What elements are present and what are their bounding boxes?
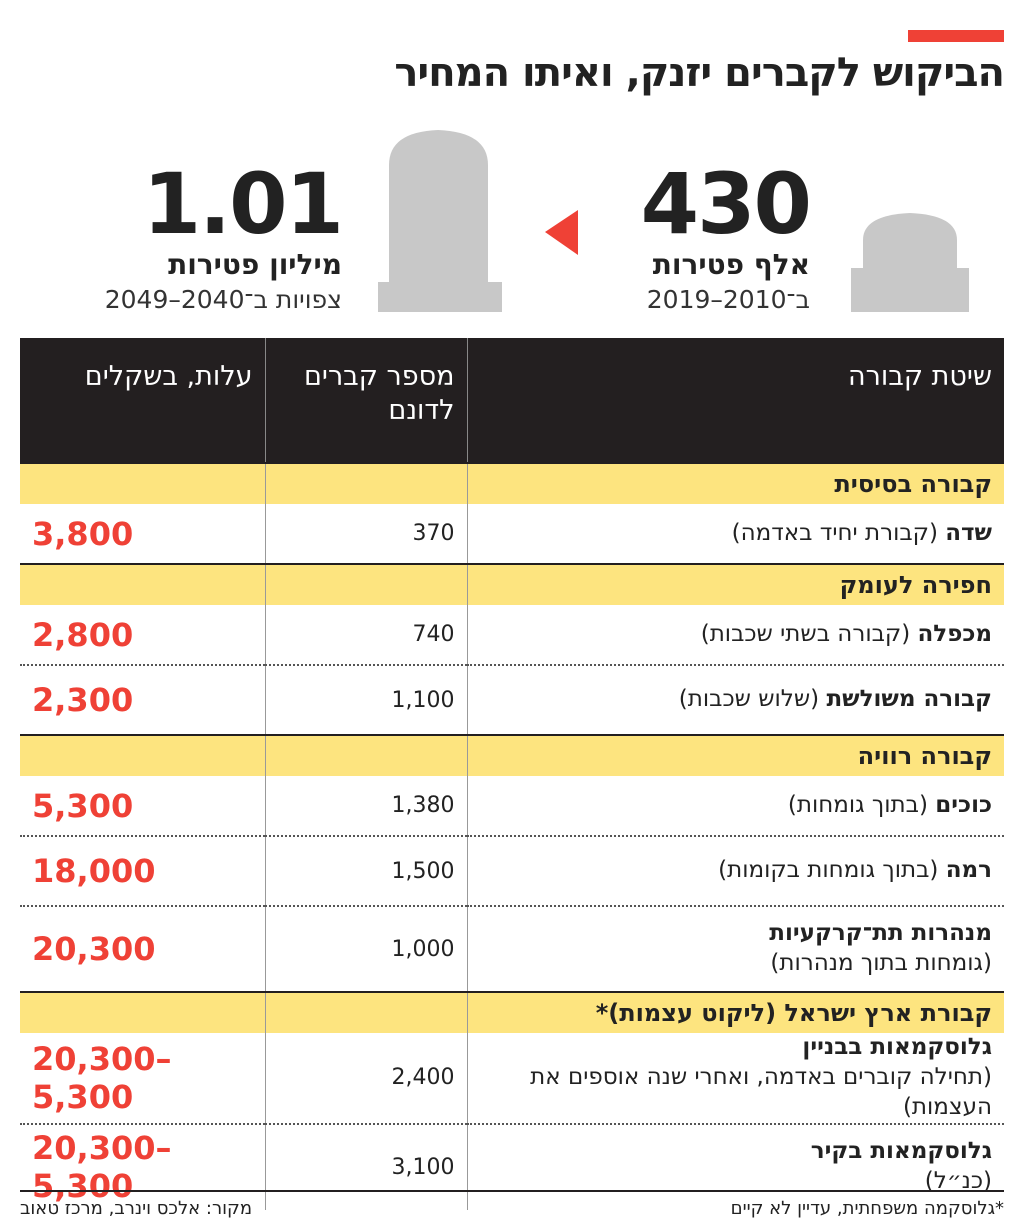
group-row: קבורה בסיסית xyxy=(20,462,1004,504)
cost-cell: 5,300 xyxy=(32,786,134,825)
data-row: מנהרות תת־קרקעיות (גומחות בתוך מנהרות) 1,0… xyxy=(20,905,1004,992)
method-cell: רמה (בתוך גומחות בקומות) xyxy=(466,835,1004,906)
method-detail: (קבורה בשתי שכבות) xyxy=(700,620,911,647)
cost-cell: 3,800 xyxy=(32,514,134,553)
cell xyxy=(264,563,467,605)
method-detail: (שלוש שכבות) xyxy=(678,686,820,713)
arrow xyxy=(545,210,578,255)
method-detail: (קבורת יחיד באדמה) xyxy=(731,519,938,546)
burial-table: שיטת קבורה מספר קברים לדונם עלות, בשקלים ק… xyxy=(20,338,1004,1210)
method-name: כוכים xyxy=(935,791,992,818)
big-tombstone xyxy=(389,130,488,282)
method-detail: (גומחות בתוך מנהרות) xyxy=(770,950,992,976)
stat-label: אלף פטירות xyxy=(652,248,810,281)
graves-cell: 1,500 xyxy=(264,835,467,906)
graves-cell: 1,380 xyxy=(264,776,467,836)
cell xyxy=(264,734,467,776)
column-header: מספר קברים לדונם xyxy=(264,338,467,463)
method-name: גלוסקמאות בקיר xyxy=(810,1138,992,1165)
graves-cell: 1,100 xyxy=(264,664,467,735)
stat-number: 430 xyxy=(640,155,812,253)
cell xyxy=(20,563,265,605)
cost-cell: 18,000 xyxy=(20,835,265,906)
data-row: קבורה משולשת (שלוש שכבות) 1,100 2,300 xyxy=(20,664,1004,735)
group-title: קבורת ארץ ישראל (ליקוט עצמות)* xyxy=(466,991,1004,1033)
illustration xyxy=(378,130,969,312)
cell xyxy=(264,991,467,1033)
stat-label: מיליון פטירות xyxy=(168,248,342,281)
cost-cell: 2,300 xyxy=(20,664,265,735)
stat-period: צפויות ב־2040–2049 xyxy=(104,285,342,314)
method-name: מנהרות תת־קרקעיות xyxy=(769,920,992,947)
method-cell: כוכים (בתוך גומחות) xyxy=(466,776,1004,836)
data-row: שדה (קבורת יחיד באדמה) 370 3,800 xyxy=(20,504,1004,564)
group-row: קבורה רוויה xyxy=(20,734,1004,776)
graves-cell: 1,000 xyxy=(264,905,467,992)
stat-number: 1.01 xyxy=(142,155,344,253)
column-header: שיטת קבורה xyxy=(466,338,1004,463)
group-row: חפירה לעומק xyxy=(20,563,1004,605)
source: מקור: אלכס וינרב, מרכז טאוב xyxy=(20,1198,253,1219)
graves-cell: 3,100 xyxy=(264,1122,467,1210)
method-cell: מנהרות תת־קרקעיות (גומחות בתוך מנהרות) xyxy=(466,905,1004,992)
method-cell: מכפלה (קבורה בשתי שכבות) xyxy=(466,605,1004,665)
method-cell: קבורה משולשת (שלוש שכבות) xyxy=(466,664,1004,735)
group-title: קבורה רוויה xyxy=(466,734,1004,776)
cell xyxy=(20,462,265,504)
footer-rule xyxy=(20,1190,1004,1192)
method-detail: (תחילה קוברים באדמה, ואחרי שנה אוספים את… xyxy=(530,1063,992,1120)
group-title: קבורה בסיסית xyxy=(466,462,1004,504)
graves-cell: 370 xyxy=(264,504,467,564)
group-title: חפירה לעומק xyxy=(466,563,1004,605)
cell xyxy=(20,734,265,776)
cell xyxy=(264,462,467,504)
small-tombstone-base xyxy=(851,268,969,312)
method-cell: שדה (קבורת יחיד באדמה) xyxy=(466,504,1004,564)
big-tombstone-base xyxy=(378,282,502,312)
cell xyxy=(20,991,265,1033)
method-name: שדה xyxy=(945,519,992,546)
graves-cell: 2,400 xyxy=(264,1033,467,1124)
data-row: גלוסקמאות בקיר (כנ״ל) 3,100 20,300–5,300 xyxy=(20,1122,1004,1210)
footnote: *גלוסקמה משפחתית, עדיין לא קיים xyxy=(730,1198,1004,1219)
group-row: קבורת ארץ ישראל (ליקוט עצמות)* xyxy=(20,991,1004,1033)
data-row: גלוסקמאות בבניין (תחילה קוברים באדמה, ואח… xyxy=(20,1033,1004,1124)
data-row: רמה (בתוך גומחות בקומות) 1,500 18,000 xyxy=(20,835,1004,906)
method-detail: (בתוך גומחות) xyxy=(787,791,928,818)
cost-cell: 20,300 xyxy=(20,905,265,992)
method-detail: (בתוך גומחות בקומות) xyxy=(718,857,939,884)
small-tombstone xyxy=(863,213,957,268)
cost-cell: 20,300–5,300 xyxy=(20,1122,265,1210)
header-row: שיטת קבורה מספר קברים לדונם עלות, בשקלים xyxy=(20,338,1004,463)
title: הביקוש לקברים יזנק, ואיתו המחיר xyxy=(394,50,1005,96)
data-row: כוכים (בתוך גומחות) 1,380 5,300 xyxy=(20,776,1004,836)
method-cell: גלוסקמאות בקיר (כנ״ל) xyxy=(466,1122,1004,1210)
method-name: מכפלה xyxy=(917,620,992,647)
method-name: גלוסקמאות בבניין xyxy=(802,1034,992,1060)
stat-period: ב־2010–2019 xyxy=(646,285,810,314)
data-row: מכפלה (קבורה בשתי שכבות) 740 2,800 xyxy=(20,605,1004,665)
accent-bar xyxy=(908,30,1004,42)
method-cell: גלוסקמאות בבניין (תחילה קוברים באדמה, ואח… xyxy=(466,1033,1004,1124)
method-detail: (כנ״ל) xyxy=(924,1168,992,1195)
cost-cell: 20,300–5,300 xyxy=(32,1039,172,1116)
method-name: קבורה משולשת xyxy=(826,686,992,713)
method-name: רמה xyxy=(945,857,992,884)
column-header: עלות, בשקלים xyxy=(20,338,265,463)
cost-cell: 2,800 xyxy=(32,615,134,654)
graves-cell: 740 xyxy=(264,605,467,665)
